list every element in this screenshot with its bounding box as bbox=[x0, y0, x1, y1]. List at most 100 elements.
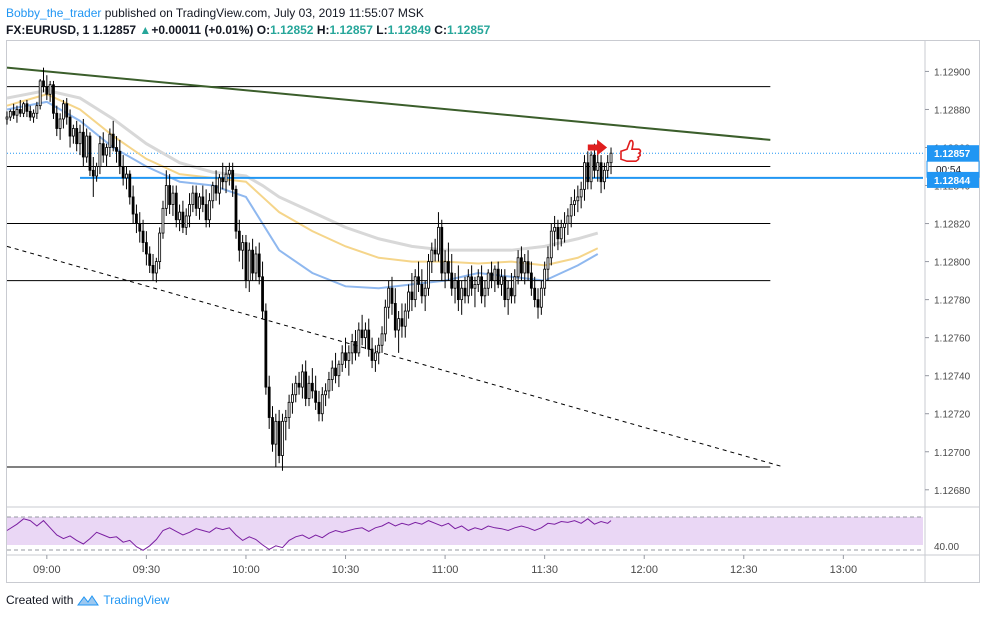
last-price: 1.12857 bbox=[92, 23, 137, 37]
author-name[interactable]: Bobby_the_trader bbox=[6, 6, 102, 20]
candle-body-up bbox=[430, 249, 434, 262]
candle-body-up bbox=[546, 257, 550, 270]
close-label: C: bbox=[434, 23, 447, 37]
candle-body-down bbox=[267, 386, 271, 418]
candle-body-up bbox=[98, 143, 102, 167]
candle-body-down bbox=[393, 303, 397, 331]
candle-body-down bbox=[174, 192, 178, 221]
candle-body-down bbox=[496, 268, 500, 285]
candle-body-up bbox=[589, 154, 593, 183]
candle-body-up bbox=[476, 276, 480, 285]
candle-body-up bbox=[383, 306, 387, 335]
candle-body-up bbox=[284, 417, 288, 422]
candle-body-down bbox=[25, 103, 29, 112]
candle-body-down bbox=[264, 310, 268, 388]
candle-body-up bbox=[164, 185, 168, 209]
candle-body-up bbox=[427, 261, 430, 289]
candle-body-down bbox=[151, 264, 155, 274]
candle-body-up bbox=[573, 200, 576, 205]
y-tick-label: 1.12900 bbox=[934, 67, 971, 78]
candle-body-up bbox=[337, 363, 341, 377]
candle-body-up bbox=[443, 261, 447, 274]
candle-body-down bbox=[204, 204, 208, 221]
published-text: published on TradingView.com, July 03, 2… bbox=[104, 6, 424, 20]
candle-body-down bbox=[18, 109, 22, 114]
candle-body-down bbox=[28, 110, 32, 118]
candle-body-up bbox=[579, 188, 583, 198]
candle-body-up bbox=[327, 379, 331, 392]
candle-body-up bbox=[254, 253, 258, 274]
tradingview-brand[interactable]: TradingView bbox=[103, 593, 170, 607]
candle-body-down bbox=[536, 299, 540, 308]
candle-body-up bbox=[373, 352, 377, 361]
x-tick-label: 10:30 bbox=[332, 564, 360, 576]
candle-body-down bbox=[148, 253, 152, 266]
candle-body-up bbox=[566, 215, 570, 224]
candle-body-down bbox=[510, 287, 513, 297]
candle-body-down bbox=[244, 242, 248, 282]
candle-body-down bbox=[221, 177, 225, 183]
candle-body-up bbox=[397, 318, 401, 331]
y-tick-label: 1.12720 bbox=[934, 410, 971, 421]
x-tick-label: 13:00 bbox=[830, 564, 858, 576]
ema-blue-line bbox=[6, 100, 599, 290]
candle-body-down bbox=[81, 131, 85, 158]
candle-body-up bbox=[583, 162, 586, 190]
candle-body-down bbox=[231, 169, 235, 190]
candle-body-down bbox=[91, 169, 95, 177]
candle-body-up bbox=[224, 173, 228, 183]
open-value: 1.12852 bbox=[270, 23, 314, 37]
candle-body-up bbox=[95, 166, 99, 177]
candle-body-up bbox=[48, 84, 52, 95]
publisher-line: Bobby_the_trader published on TradingVie… bbox=[6, 6, 424, 20]
last-price-label: 1.12857 bbox=[934, 149, 971, 160]
candle-body-up bbox=[62, 103, 65, 120]
candle-body-up bbox=[191, 192, 195, 205]
candle-body-up bbox=[198, 196, 201, 209]
footer: Created with TradingView bbox=[6, 593, 169, 607]
candle-body-down bbox=[101, 143, 105, 156]
candle-body-down bbox=[45, 86, 49, 95]
candle-body-up bbox=[486, 272, 490, 289]
close-value: 1.12857 bbox=[446, 23, 491, 37]
y-tick-label: 1.12800 bbox=[934, 258, 971, 269]
candle-body-down bbox=[556, 226, 560, 240]
candle-body-down bbox=[447, 261, 450, 274]
symbol-line: FX:EURUSD, 1 1.12857 ▲+0.00011 (+0.01%) … bbox=[6, 23, 490, 37]
x-tick-label: 10:00 bbox=[232, 564, 260, 576]
low-value: 1.12849 bbox=[387, 23, 431, 37]
candle-body-up bbox=[423, 287, 427, 297]
x-tick-label: 09:00 bbox=[33, 564, 61, 576]
candle-body-up bbox=[559, 226, 563, 240]
candle-body-up bbox=[493, 268, 497, 282]
candle-body-up bbox=[211, 185, 215, 202]
candle-body-down bbox=[257, 253, 261, 278]
candle-body-up bbox=[5, 116, 9, 120]
candle-body-down bbox=[168, 185, 172, 205]
candle-body-down bbox=[194, 192, 198, 209]
candle-body-up bbox=[437, 226, 440, 255]
candle-body-down bbox=[470, 276, 474, 289]
candle-body-up bbox=[85, 135, 89, 158]
candle-body-up bbox=[543, 268, 547, 289]
y-tick-label: 1.12700 bbox=[934, 448, 971, 459]
candle-body-down bbox=[121, 166, 125, 179]
rsi-band bbox=[7, 517, 923, 545]
candle-body-down bbox=[314, 390, 318, 403]
candle-body-down bbox=[310, 382, 314, 392]
candle-body-down bbox=[593, 154, 596, 171]
candle-body-up bbox=[15, 109, 19, 116]
candle-body-down bbox=[135, 213, 138, 224]
candle-body-down bbox=[420, 284, 424, 297]
candle-body-down bbox=[75, 128, 79, 145]
rsi-line bbox=[6, 518, 612, 551]
candle-body-down bbox=[52, 84, 55, 114]
candle-body-up bbox=[307, 382, 311, 399]
candle-body-up bbox=[281, 420, 284, 456]
candle-body-up bbox=[460, 287, 464, 301]
symbol-label: FX:EURUSD, 1 bbox=[6, 23, 90, 37]
support-price-label: 1.12844 bbox=[934, 176, 971, 187]
candle-body-up bbox=[78, 131, 82, 145]
candle-body-up bbox=[606, 162, 610, 171]
